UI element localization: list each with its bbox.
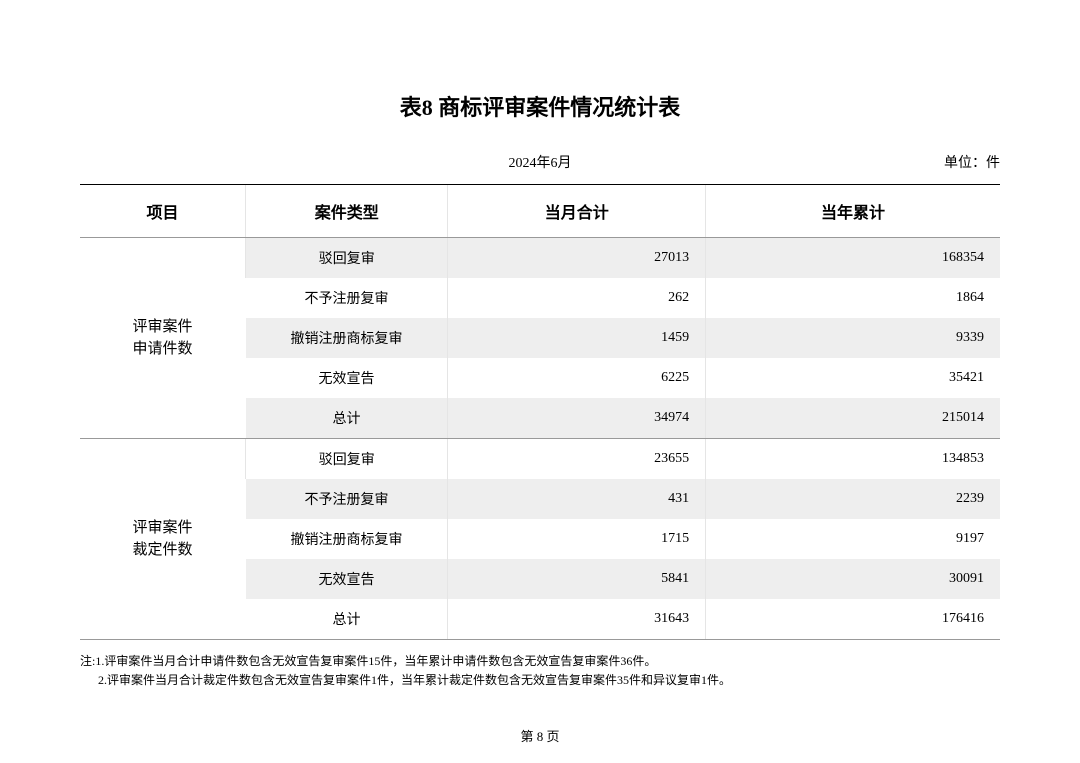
- note-1: 注:1.评审案件当月合计申请件数包含无效宣告复审案件15件，当年累计申请件数包含…: [80, 652, 1000, 671]
- year-total-cell: 9197: [706, 519, 1000, 559]
- year-total-cell: 2239: [706, 479, 1000, 519]
- month-total-cell: 27013: [448, 238, 706, 279]
- type-cell: 撤销注册商标复审: [246, 318, 448, 358]
- type-cell: 总计: [246, 599, 448, 640]
- table-row: 评审案件申请件数驳回复审27013168354: [80, 238, 1000, 279]
- col-header-type: 案件类型: [246, 185, 448, 238]
- year-total-cell: 35421: [706, 358, 1000, 398]
- month-total-cell: 31643: [448, 599, 706, 640]
- month-total-cell: 1459: [448, 318, 706, 358]
- type-cell: 总计: [246, 398, 448, 439]
- item-cell: 评审案件申请件数: [80, 238, 246, 439]
- table-header-row: 项目 案件类型 当月合计 当年累计: [80, 185, 1000, 238]
- report-date: 2024年6月: [509, 152, 572, 172]
- table-row: 评审案件裁定件数驳回复审23655134853: [80, 439, 1000, 480]
- month-total-cell: 6225: [448, 358, 706, 398]
- year-total-cell: 9339: [706, 318, 1000, 358]
- type-cell: 驳回复审: [246, 238, 448, 279]
- notes: 注:1.评审案件当月合计申请件数包含无效宣告复审案件15件，当年累计申请件数包含…: [80, 652, 1000, 690]
- month-total-cell: 23655: [448, 439, 706, 480]
- table-title: 表8 商标评审案件情况统计表: [80, 90, 1000, 122]
- type-cell: 无效宣告: [246, 559, 448, 599]
- page-number: 第 8 页: [520, 726, 559, 745]
- col-header-year: 当年累计: [706, 185, 1000, 238]
- stats-table: 项目 案件类型 当月合计 当年累计 评审案件申请件数驳回复审2701316835…: [80, 184, 1000, 640]
- month-total-cell: 262: [448, 278, 706, 318]
- type-cell: 不予注册复审: [246, 479, 448, 519]
- type-cell: 无效宣告: [246, 358, 448, 398]
- meta-row: 2024年6月 单位：件: [80, 152, 1000, 172]
- month-total-cell: 34974: [448, 398, 706, 439]
- year-total-cell: 176416: [706, 599, 1000, 640]
- year-total-cell: 30091: [706, 559, 1000, 599]
- month-total-cell: 431: [448, 479, 706, 519]
- item-label-line1: 评审案件: [133, 319, 193, 335]
- type-cell: 撤销注册商标复审: [246, 519, 448, 559]
- item-cell: 评审案件裁定件数: [80, 439, 246, 640]
- type-cell: 不予注册复审: [246, 278, 448, 318]
- item-label-line1: 评审案件: [133, 520, 193, 536]
- year-total-cell: 168354: [706, 238, 1000, 279]
- year-total-cell: 215014: [706, 398, 1000, 439]
- month-total-cell: 1715: [448, 519, 706, 559]
- unit-label: 单位：件: [944, 152, 1000, 172]
- year-total-cell: 1864: [706, 278, 1000, 318]
- col-header-month: 当月合计: [448, 185, 706, 238]
- item-label-line2: 申请件数: [133, 341, 193, 357]
- month-total-cell: 5841: [448, 559, 706, 599]
- note-2: 2.评审案件当月合计裁定件数包含无效宣告复审案件1件，当年累计裁定件数包含无效宣…: [80, 671, 1000, 690]
- item-label-line2: 裁定件数: [133, 542, 193, 558]
- type-cell: 驳回复审: [246, 439, 448, 480]
- year-total-cell: 134853: [706, 439, 1000, 480]
- col-header-item: 项目: [80, 185, 246, 238]
